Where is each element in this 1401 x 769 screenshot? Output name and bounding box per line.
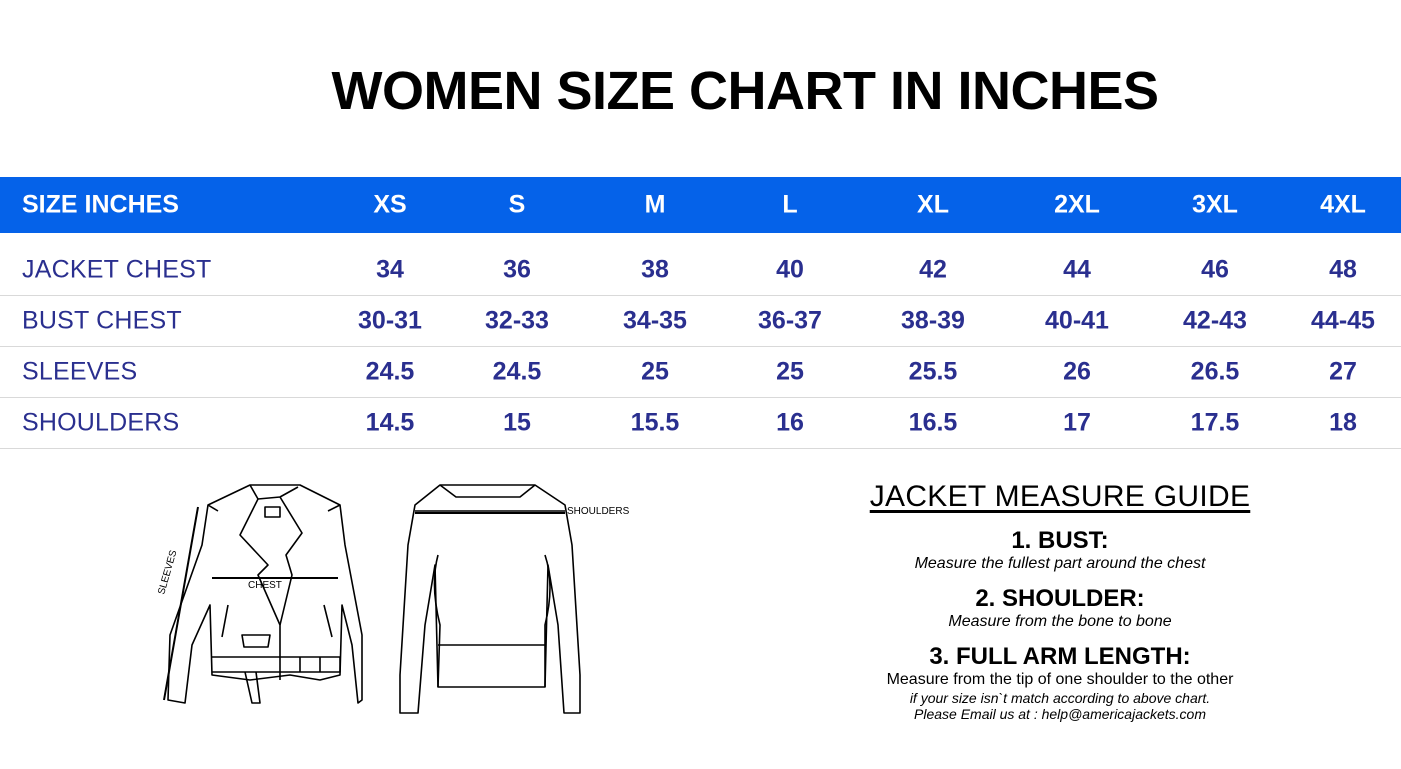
table-cell: 26.5: [1190, 357, 1240, 386]
table-cell: 25.5: [908, 357, 958, 386]
table-cell: 36-37: [758, 306, 822, 335]
table-cell: 15.5: [630, 408, 680, 437]
table-cell: 40: [776, 255, 804, 284]
table-cell: 34: [376, 255, 404, 284]
table-cell: 16.5: [908, 408, 958, 437]
size-header-4: XL: [917, 190, 949, 219]
bust-heading: 1. BUST:: [1011, 527, 1109, 554]
table-cell: 18: [1329, 408, 1357, 437]
table-cell: 38: [641, 255, 669, 284]
jacket-illustration: SLEEVES CHEST SHOULDERS: [140, 475, 640, 725]
table-cell: 30-31: [358, 306, 422, 335]
shoulder-text: Measure from the bone to bone: [948, 613, 1172, 630]
bust-text: Measure the fullest part around the ches…: [914, 555, 1206, 572]
row-label: SHOULDERS: [22, 408, 180, 437]
table-cell: 42-43: [1183, 306, 1247, 335]
jacket-drawing: SLEEVES CHEST SHOULDERS: [156, 484, 630, 714]
size-header-2: M: [644, 190, 666, 219]
guide-title: JACKET MEASURE GUIDE: [869, 480, 1251, 513]
table-cell: 14.5: [365, 408, 415, 437]
measure-guide: JACKET MEASURE GUIDE 1. BUST: Measure th…: [820, 480, 1300, 722]
size-header-3: L: [782, 190, 798, 219]
table-cell: 16: [776, 408, 804, 437]
size-header-6: 3XL: [1192, 190, 1238, 219]
table-cell: 15: [503, 408, 531, 437]
note-line-2: Please Email us at : help@americajackets…: [914, 706, 1206, 722]
table-cell: 27: [1329, 357, 1357, 386]
table-header-row: SIZE INCHES XS S M L XL 2XL 3XL 4XL: [0, 177, 1401, 233]
table-cell: 25: [776, 357, 804, 386]
table-cell: 38-39: [901, 306, 965, 335]
table-cell: 48: [1329, 255, 1357, 284]
arm-heading: 3. FULL ARM LENGTH:: [929, 643, 1191, 670]
table-cell: 32-33: [485, 306, 549, 335]
sleeve-measure-line: [163, 506, 199, 701]
size-header-7: 4XL: [1320, 190, 1366, 219]
arm-text: Measure from the tip of one shoulder to …: [886, 671, 1234, 688]
table-cell: 40-41: [1045, 306, 1109, 335]
table-cell: 25: [641, 357, 669, 386]
table-cell: 46: [1201, 255, 1229, 284]
size-header-5: 2XL: [1054, 190, 1100, 219]
shoulder-heading: 2. SHOULDER:: [975, 585, 1145, 612]
table-cell: 24.5: [365, 357, 415, 386]
table-row: SHOULDERS 14.5 15 15.5 16 16.5 17 17.5 18: [0, 398, 1401, 449]
table-cell: 44: [1063, 255, 1091, 284]
table-cell: 44-45: [1311, 306, 1375, 335]
row-label: JACKET CHEST: [22, 255, 212, 284]
header-label: SIZE INCHES: [22, 190, 179, 219]
row-label: BUST CHEST: [22, 306, 182, 335]
shoulders-label: SHOULDERS: [567, 506, 630, 517]
chest-label: CHEST: [248, 580, 282, 591]
table-cell: 17: [1063, 408, 1091, 437]
table-cell: 24.5: [492, 357, 542, 386]
table-cell: 36: [503, 255, 531, 284]
sleeves-label: SLEEVES: [156, 549, 179, 596]
table-cell: 34-35: [623, 306, 687, 335]
table-row: JACKET CHEST 34 36 38 40 42 44 46 48: [0, 245, 1401, 296]
size-header-0: XS: [373, 190, 407, 219]
table-cell: 42: [919, 255, 947, 284]
table-cell: 17.5: [1190, 408, 1240, 437]
row-label: SLEEVES: [22, 357, 138, 386]
table-cell: 26: [1063, 357, 1091, 386]
table-row: SLEEVES 24.5 24.5 25 25 25.5 26 26.5 27: [0, 347, 1401, 398]
table-row: BUST CHEST 30-31 32-33 34-35 36-37 38-39 40-41…: [0, 296, 1401, 347]
back-jacket-outline: [399, 484, 581, 714]
note-line-1: if your size isn`t match according to ab…: [909, 690, 1211, 706]
size-table: SIZE INCHES XS S M L XL 2XL 3XL 4XL JACKET CHES…: [0, 177, 1401, 449]
page-title: WOMEN SIZE CHART IN INCHES: [331, 61, 1159, 121]
size-header-1: S: [508, 190, 526, 219]
